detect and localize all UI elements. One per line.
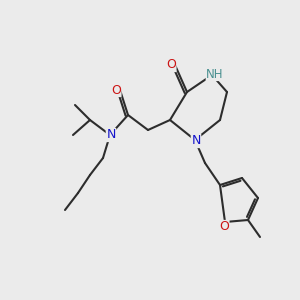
Text: N: N — [106, 128, 116, 142]
Text: O: O — [166, 58, 176, 71]
Text: O: O — [111, 83, 121, 97]
Text: O: O — [219, 220, 229, 233]
Text: N: N — [191, 134, 201, 148]
Text: NH: NH — [206, 68, 224, 80]
